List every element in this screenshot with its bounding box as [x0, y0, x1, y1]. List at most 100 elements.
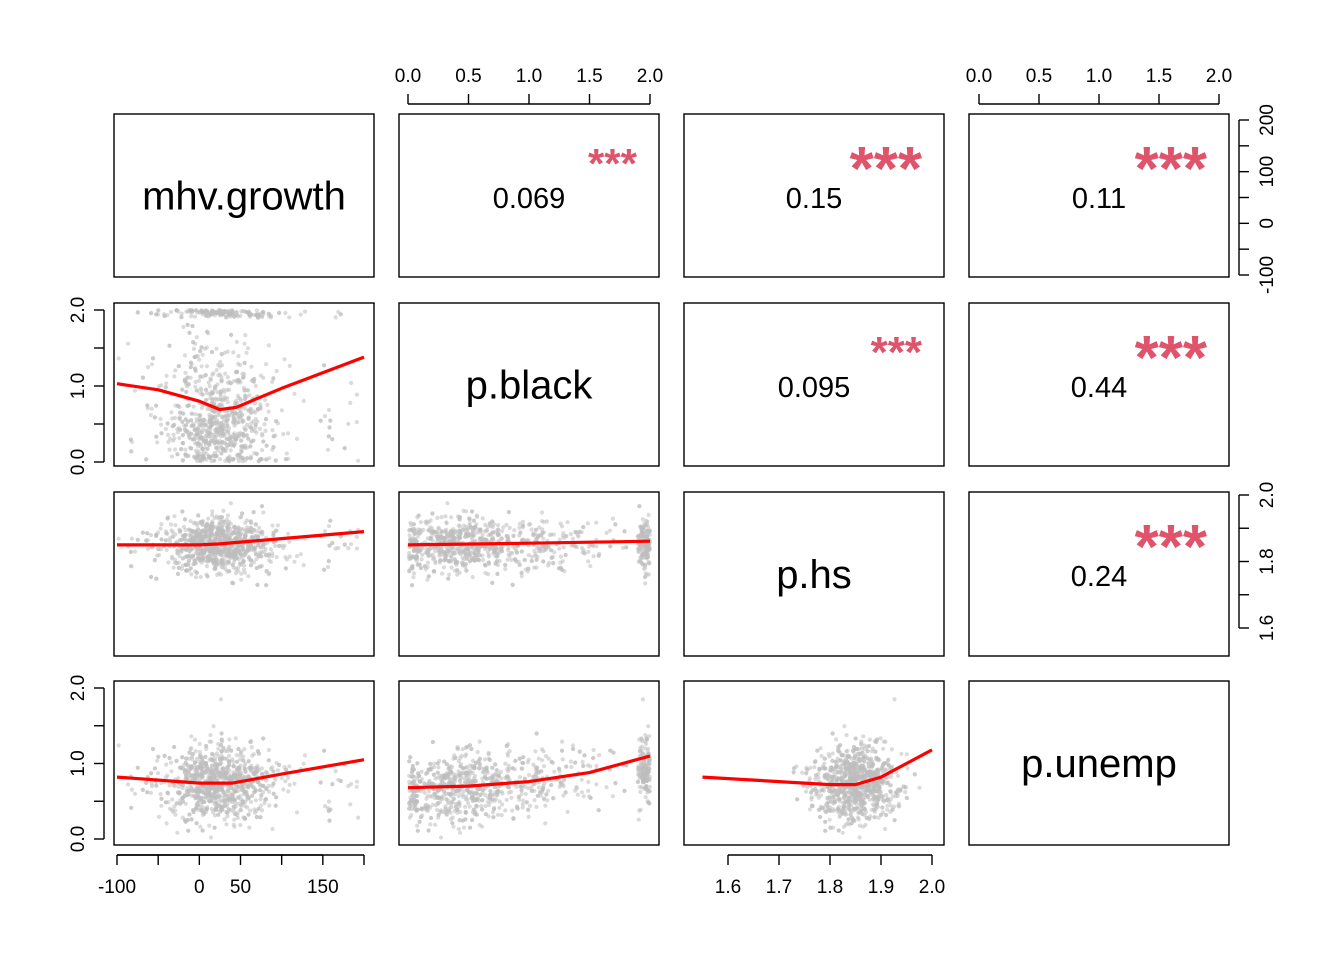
data-point	[174, 308, 179, 313]
data-point	[237, 452, 242, 458]
data-point	[231, 350, 236, 355]
data-point	[204, 428, 209, 433]
data-point	[191, 423, 196, 428]
data-point	[449, 515, 454, 520]
data-point	[174, 759, 179, 764]
data-point	[287, 782, 292, 788]
data-point	[448, 538, 453, 543]
data-point	[577, 529, 582, 535]
data-point	[180, 556, 185, 561]
data-point	[238, 822, 243, 828]
data-point	[225, 814, 230, 819]
data-point	[482, 757, 488, 762]
data-point	[449, 554, 454, 559]
data-point	[230, 562, 235, 567]
data-point	[277, 543, 282, 549]
data-point	[457, 528, 462, 533]
data-point	[180, 387, 185, 392]
data-point	[287, 315, 292, 320]
data-point	[503, 562, 508, 568]
data-point	[477, 739, 482, 744]
data-point	[281, 432, 286, 437]
data-point	[638, 807, 643, 812]
data-point	[586, 788, 591, 793]
data-point	[451, 824, 456, 829]
data-point	[249, 428, 254, 433]
data-point	[244, 792, 249, 797]
data-point	[496, 527, 501, 532]
data-point	[219, 731, 224, 736]
data-point	[246, 812, 251, 817]
data-point	[198, 753, 203, 758]
data-point	[275, 523, 280, 528]
data-point	[190, 308, 195, 313]
data-point	[205, 767, 210, 772]
data-point	[442, 552, 447, 557]
data-point	[221, 508, 226, 513]
data-point	[145, 546, 151, 551]
data-point	[246, 774, 251, 779]
data-point	[642, 574, 648, 580]
data-point	[418, 520, 423, 525]
data-point	[165, 790, 170, 795]
data-point	[446, 576, 451, 581]
data-point	[420, 552, 425, 557]
data-point	[257, 457, 263, 462]
data-point	[480, 770, 485, 775]
data-point	[268, 547, 274, 552]
data-point	[232, 817, 237, 822]
data-point	[176, 565, 181, 571]
data-point	[219, 806, 224, 811]
data-point	[248, 808, 253, 813]
data-point	[179, 315, 184, 320]
data-point	[581, 525, 586, 530]
data-point	[171, 565, 176, 570]
data-point	[197, 357, 202, 362]
data-point	[188, 375, 193, 380]
data-point	[486, 560, 491, 565]
data-point	[224, 436, 229, 441]
data-point	[253, 422, 258, 427]
data-point	[218, 389, 224, 394]
data-point	[286, 775, 291, 780]
data-point	[189, 411, 194, 416]
data-point	[189, 785, 194, 790]
data-point	[448, 533, 453, 539]
data-point	[198, 824, 203, 829]
data-point	[242, 803, 248, 809]
data-point	[504, 534, 509, 539]
data-point	[197, 418, 202, 423]
data-point	[158, 526, 163, 531]
data-point	[437, 800, 442, 805]
data-point	[219, 451, 224, 456]
data-point	[246, 759, 251, 764]
data-point	[227, 413, 232, 418]
data-point	[155, 440, 160, 445]
data-point	[145, 790, 150, 795]
data-point	[251, 419, 256, 424]
data-point	[194, 388, 199, 393]
data-point	[541, 559, 546, 564]
data-point	[646, 746, 651, 751]
data-point	[199, 364, 204, 369]
data-point	[533, 749, 538, 754]
data-point	[426, 553, 431, 558]
data-point	[411, 522, 416, 527]
data-point	[450, 529, 455, 534]
data-point	[154, 434, 159, 439]
data-point	[154, 783, 159, 788]
data-point	[259, 504, 265, 509]
data-point	[178, 427, 183, 432]
data-point	[214, 397, 219, 402]
scatter-panel-p.unemp-vs-mhv.growth	[116, 697, 361, 840]
data-point	[184, 789, 189, 794]
data-point	[189, 734, 194, 739]
data-point	[183, 370, 188, 375]
data-point	[168, 522, 174, 527]
data-point	[246, 388, 251, 393]
data-point	[187, 330, 192, 335]
data-point	[322, 363, 327, 368]
data-point	[132, 549, 138, 554]
data-point	[185, 776, 190, 781]
data-point	[225, 522, 230, 527]
